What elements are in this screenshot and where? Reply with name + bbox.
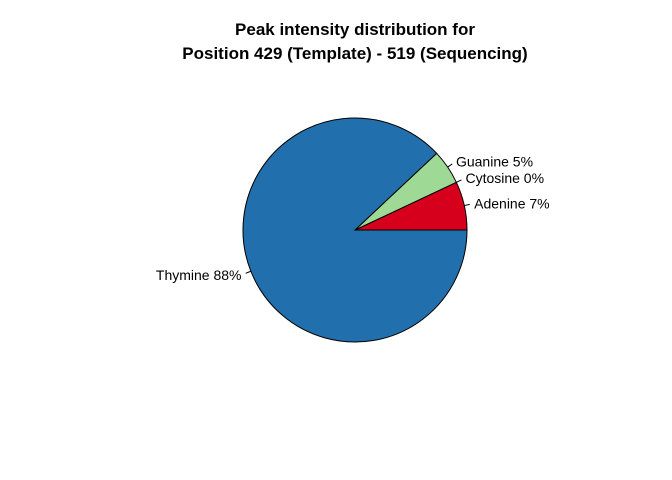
chart-title-line-2: Position 429 (Template) - 519 (Sequencin… [182, 44, 527, 63]
chart-title-line-1: Peak intensity distribution for [235, 20, 475, 39]
pie-label-adenine: Adenine 7% [474, 195, 550, 211]
pie-labels: Adenine 7% Cytosine 0%Guanine 5% Thymine 8… [156, 153, 550, 283]
pie-label-cytosine: Cytosine 0% [465, 170, 544, 186]
pie-label-guanine: Guanine 5% [456, 153, 533, 169]
leader-line-thymine [245, 270, 252, 274]
pie-label-thymine: Thymine 88% [156, 267, 242, 283]
pie-slices [242, 117, 468, 343]
leader-line-adenine [464, 203, 470, 207]
leader-line-guanine [447, 163, 453, 168]
pie-slice-thymine [242, 117, 468, 343]
leader-line-cytosine [456, 179, 462, 183]
